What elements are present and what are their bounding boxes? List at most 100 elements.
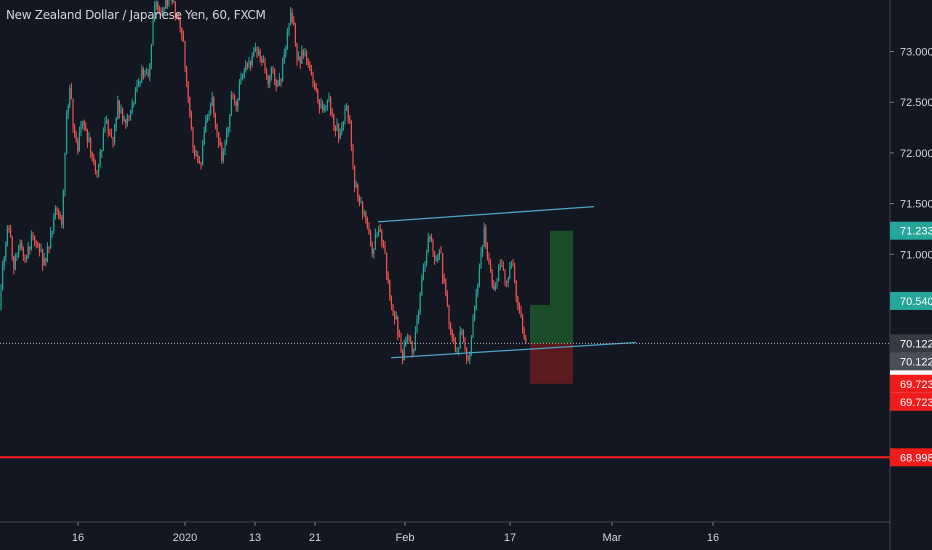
- candle-body: [286, 32, 288, 49]
- candle-body: [525, 338, 527, 342]
- candle-body: [230, 94, 232, 115]
- candle-body: [53, 216, 55, 232]
- candle-body: [376, 234, 378, 236]
- candle-body: [456, 350, 458, 352]
- time-axis[interactable]: 16 2020 13 21 Feb 17 Mar 16: [0, 521, 890, 544]
- candle-body: [0, 289, 2, 311]
- candle-body: [317, 90, 319, 100]
- candle-body: [358, 196, 360, 203]
- candle-body: [424, 263, 426, 269]
- candle-body: [27, 246, 29, 258]
- candle-body: [131, 102, 133, 112]
- candle-body: [182, 35, 184, 42]
- price-tick-label: 71.500: [900, 199, 932, 211]
- candle-body: [453, 338, 455, 342]
- candle-body: [21, 243, 23, 248]
- candle-body: [349, 118, 351, 122]
- candle-body: [328, 97, 330, 102]
- candle-body: [344, 107, 346, 122]
- candle-body: [381, 231, 383, 244]
- candle-body: [264, 60, 266, 71]
- time-tick-label: 16: [72, 532, 84, 544]
- candle-body: [488, 258, 490, 265]
- price-label-bg: [890, 448, 932, 467]
- candle-body: [480, 251, 482, 268]
- candle-body: [514, 265, 516, 281]
- candle-body: [362, 201, 364, 215]
- candle-body: [288, 25, 290, 33]
- candle-body: [398, 335, 400, 338]
- candle-body: [141, 69, 143, 82]
- candle-body: [136, 84, 138, 92]
- candle-body: [470, 336, 472, 353]
- candle-body: [320, 103, 322, 109]
- candle-body: [413, 350, 415, 352]
- candle-body: [307, 61, 309, 65]
- candle-body: [160, 10, 162, 13]
- candle-body: [168, 0, 170, 5]
- candle-body: [461, 331, 463, 333]
- candle-body: [16, 255, 18, 258]
- candle-body: [107, 120, 109, 133]
- candle-body: [338, 124, 340, 139]
- candle-body: [382, 243, 384, 247]
- candle-body: [373, 249, 375, 254]
- candle-body: [130, 111, 132, 117]
- candle-body: [139, 81, 141, 83]
- candle-body: [486, 245, 488, 259]
- candle-body: [157, 2, 159, 11]
- candle-body: [26, 257, 28, 259]
- candle-body: [94, 162, 96, 172]
- candle-body: [360, 201, 362, 203]
- candle-body: [101, 149, 103, 152]
- candle-body: [112, 136, 114, 142]
- candle-body: [110, 133, 112, 137]
- candle-body: [216, 124, 218, 133]
- candle-body: [165, 0, 167, 9]
- candle-body: [72, 98, 74, 127]
- candle-body: [482, 245, 484, 252]
- candle-body: [59, 214, 61, 218]
- candle-body: [261, 58, 263, 63]
- candle-body: [400, 337, 402, 352]
- candle-body: [267, 76, 269, 84]
- price-tick-label: 72.500: [900, 97, 932, 109]
- candle-body: [208, 113, 210, 118]
- candle-body: [187, 82, 189, 99]
- candle-body: [442, 253, 444, 279]
- candle-body: [432, 239, 434, 253]
- candle-body: [402, 351, 404, 361]
- price-label-text: 71.233: [900, 226, 932, 238]
- price-label-bg: [890, 392, 932, 411]
- time-tick-label: 17: [504, 532, 516, 544]
- price-label-text: 68.998: [900, 452, 932, 464]
- candle-body: [56, 207, 58, 211]
- candle-body: [250, 60, 252, 65]
- candle-body: [240, 76, 242, 83]
- candle-body: [75, 135, 77, 142]
- drawing-lines[interactable]: [0, 205, 890, 459]
- stop-zone: [530, 343, 573, 384]
- candle-body: [496, 281, 498, 287]
- candle-body: [323, 106, 325, 111]
- candle-body: [278, 78, 280, 86]
- candle-body: [384, 246, 386, 253]
- candle-body: [13, 255, 15, 269]
- candle-body: [333, 114, 335, 126]
- price-label: 70.122: [890, 352, 932, 371]
- candle-body: [178, 15, 180, 19]
- candle-body: [472, 319, 474, 337]
- candle-body: [166, 0, 168, 5]
- symbol-title: New Zealand Dollar / Japanese Yen, 60, F…: [6, 8, 266, 22]
- candle-body: [483, 227, 485, 246]
- candle-body: [32, 234, 34, 237]
- price-label-bg: [890, 352, 932, 371]
- candle-body: [24, 256, 26, 259]
- candle-body: [122, 109, 124, 121]
- candle-body: [270, 67, 272, 77]
- candles: [0, 0, 527, 365]
- candle-body: [202, 144, 204, 165]
- candle-body: [357, 184, 359, 197]
- candle-body: [374, 234, 376, 250]
